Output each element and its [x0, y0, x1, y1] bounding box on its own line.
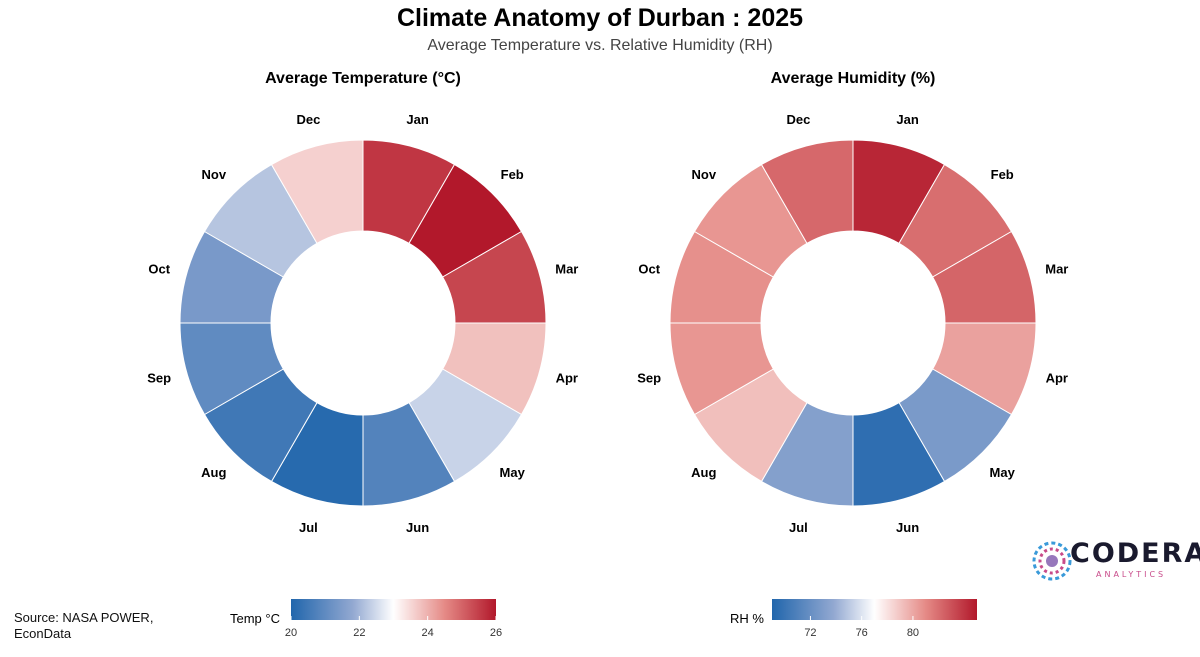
page-subtitle: Average Temperature vs. Relative Humidit… — [427, 37, 773, 54]
temperature-donut: Jan Feb Mar Apr May Jun Jul Aug Sep Oct Nov Dec — [147, 112, 578, 535]
humidity-label-oct: Oct — [638, 261, 660, 276]
humidity-donut: Jan Feb Mar Apr May Jun Jul Aug Sep Oct Nov Dec — [637, 112, 1068, 535]
humidity-label-sep: Sep — [637, 371, 661, 386]
codera-logo: CODERA ANALYTICS — [1030, 536, 1200, 584]
temperature-label-jun: Jun — [406, 520, 429, 535]
humidity-legend: RH % 72 76 80 — [730, 599, 977, 639]
legend-tick-label: 24 — [422, 627, 434, 639]
temperature-panel-title: Average Temperature (°C) — [265, 70, 461, 87]
temperature-legend-title: Temp °C — [230, 611, 280, 626]
logo-subtitle: ANALYTICS — [1096, 570, 1167, 579]
humidity-panel-title: Average Humidity (%) — [771, 70, 936, 87]
humidity-legend-ticks: 72 76 80 — [804, 616, 919, 639]
legend-tick-label: 22 — [353, 627, 365, 639]
temperature-legend: Temp °C 20 22 24 26 — [230, 599, 502, 639]
temperature-label-may: May — [500, 465, 526, 480]
temperature-legend-ticks: 20 22 24 26 — [285, 616, 502, 639]
logo-mark-icon — [1032, 541, 1072, 581]
legend-tick-label: 76 — [856, 627, 868, 639]
humidity-label-dec: Dec — [786, 112, 810, 127]
temperature-label-jan: Jan — [406, 112, 428, 127]
humidity-label-aug: Aug — [691, 465, 716, 480]
page-title: Climate Anatomy of Durban : 2025 — [396, 4, 804, 32]
temperature-label-mar: Mar — [555, 261, 578, 276]
temperature-legend-bar — [291, 599, 496, 620]
humidity-segment-dec — [760, 139, 854, 245]
temperature-label-jul: Jul — [299, 520, 318, 535]
temperature-label-nov: Nov — [202, 167, 227, 182]
source-note: Source: NASA POWER, EconData — [14, 610, 153, 642]
temperature-label-feb: Feb — [501, 167, 524, 182]
legend-tick-label: 26 — [490, 627, 502, 639]
humidity-label-nov: Nov — [692, 167, 717, 182]
temperature-label-dec: Dec — [296, 112, 320, 127]
temperature-label-aug: Aug — [201, 465, 226, 480]
humidity-label-apr: Apr — [1046, 371, 1068, 386]
legend-tick-label: 72 — [804, 627, 816, 639]
logo-word: CODERA — [1070, 538, 1200, 569]
legend-tick-label: 20 — [285, 627, 297, 639]
humidity-label-mar: Mar — [1045, 261, 1068, 276]
temperature-label-sep: Sep — [147, 371, 171, 386]
source-line-2: EconData — [14, 626, 72, 641]
humidity-legend-bar — [772, 599, 977, 620]
legend-tick-label: 80 — [907, 627, 919, 639]
source-line-1: Source: NASA POWER, — [14, 610, 154, 625]
humidity-label-jun: Jun — [896, 520, 919, 535]
temperature-label-apr: Apr — [556, 371, 578, 386]
humidity-legend-title: RH % — [730, 611, 764, 626]
temperature-label-oct: Oct — [148, 261, 170, 276]
temperature-segment-dec — [270, 139, 364, 245]
humidity-label-jul: Jul — [789, 520, 808, 535]
humidity-label-jan: Jan — [896, 112, 918, 127]
humidity-label-may: May — [990, 465, 1016, 480]
humidity-label-feb: Feb — [991, 167, 1014, 182]
